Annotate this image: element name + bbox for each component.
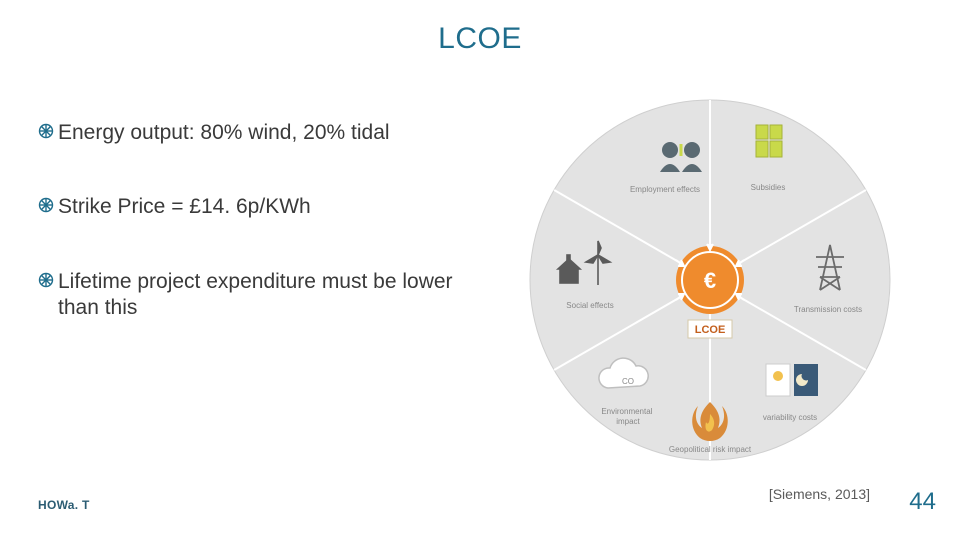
center-label: LCOE — [695, 324, 726, 336]
center-euro: € — [704, 268, 716, 293]
bullet-icon — [38, 122, 54, 140]
bullet-list: Energy output: 80% wind, 20% tidal Strik… — [38, 120, 478, 369]
footer-brand: HOWa. T — [38, 498, 90, 512]
bullet-text: Strike Price = £14. 6p/KWh — [58, 194, 311, 220]
page-number: 44 — [909, 488, 936, 516]
bullet-text: Lifetime project expenditure must be low… — [58, 269, 478, 322]
bullet-item: Strike Price = £14. 6p/KWh — [38, 194, 478, 220]
page-title: LCOE — [0, 22, 960, 56]
bullet-icon — [38, 196, 54, 214]
segment-label: Employment effects — [630, 185, 700, 194]
segment-label: Social effects — [566, 301, 613, 310]
bullet-item: Lifetime project expenditure must be low… — [38, 269, 478, 322]
segment-label: variability costs — [763, 413, 817, 422]
segment-label: Subsidies — [751, 183, 786, 192]
segment-label: Geopolitical risk impact — [669, 445, 752, 454]
bullet-icon — [38, 271, 54, 289]
bullet-item: Energy output: 80% wind, 20% tidal — [38, 120, 478, 146]
bullet-text: Energy output: 80% wind, 20% tidal — [58, 120, 390, 146]
svg-text:CO: CO — [622, 377, 634, 386]
citation: [Siemens, 2013] — [769, 486, 870, 502]
segment-label: Transmission costs — [794, 305, 862, 314]
lcoe-diagram: Employment effects Subsidies Transmissio… — [520, 90, 900, 470]
